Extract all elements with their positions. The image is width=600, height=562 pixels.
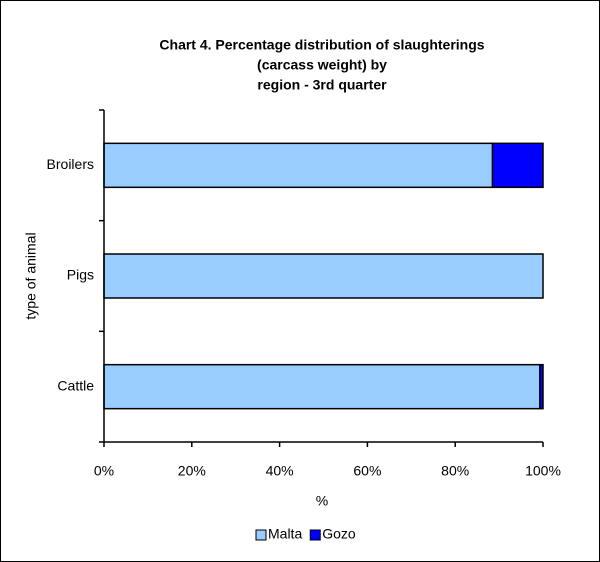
bar-segment	[103, 363, 541, 410]
legend-label: Malta	[268, 526, 302, 542]
x-tick-label: 20%	[178, 463, 206, 479]
bar-segment	[103, 253, 544, 299]
legend-label: Gozo	[322, 526, 356, 542]
x-tick-label: 100%	[525, 463, 561, 479]
y-tick-label: Broilers	[47, 156, 94, 172]
x-tick-label: 80%	[441, 463, 469, 479]
y-tick-label: Cattle	[57, 377, 94, 393]
legend-swatch	[309, 529, 321, 541]
bar-segment	[103, 142, 494, 189]
x-tick-label: 40%	[266, 463, 294, 479]
y-tick-label: Pigs	[67, 267, 94, 283]
bar-segment	[491, 142, 544, 189]
x-axis-label: %	[316, 493, 328, 509]
y-axis-label: type of animal	[23, 232, 39, 319]
bar-segment	[539, 363, 544, 410]
chart-title: Chart 4. Percentage distribution of slau…	[159, 37, 484, 53]
chart-title: region - 3rd quarter	[257, 77, 387, 93]
x-tick-label: 60%	[353, 463, 381, 479]
chart-title: (carcass weight) by	[257, 57, 387, 73]
legend-swatch	[255, 529, 267, 541]
x-tick-label: 0%	[94, 463, 114, 479]
